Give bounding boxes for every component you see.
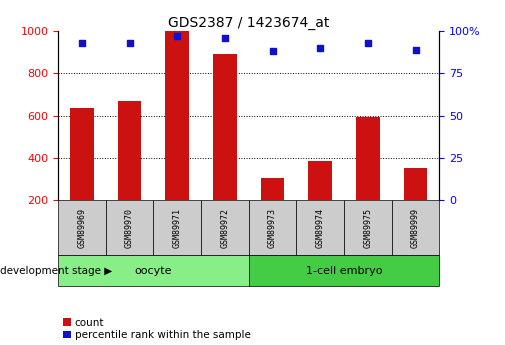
Text: GSM89970: GSM89970 — [125, 208, 134, 248]
Bar — [356, 117, 380, 200]
Point — [173, 33, 181, 39]
Point — [78, 40, 86, 46]
Text: GSM89971: GSM89971 — [173, 208, 182, 248]
Bar — [308, 161, 332, 200]
Bar — [70, 108, 94, 200]
Point — [316, 45, 324, 51]
Bar — [403, 168, 427, 200]
Text: GSM89972: GSM89972 — [220, 208, 229, 248]
Legend: count, percentile rank within the sample: count, percentile rank within the sample — [63, 318, 250, 340]
Text: GSM89975: GSM89975 — [364, 208, 372, 248]
Bar — [118, 101, 141, 200]
Text: GSM89969: GSM89969 — [77, 208, 86, 248]
Text: GSM89999: GSM89999 — [411, 208, 420, 248]
Text: GSM89973: GSM89973 — [268, 208, 277, 248]
Bar — [213, 54, 237, 200]
Title: GDS2387 / 1423674_at: GDS2387 / 1423674_at — [168, 16, 329, 30]
Text: GSM89974: GSM89974 — [316, 208, 325, 248]
Bar — [261, 178, 284, 200]
Point — [412, 47, 420, 52]
Bar — [165, 31, 189, 200]
Point — [126, 40, 134, 46]
Text: 1-cell embryo: 1-cell embryo — [306, 266, 382, 276]
Point — [269, 49, 277, 54]
Text: oocyte: oocyte — [135, 266, 172, 276]
Text: development stage ▶: development stage ▶ — [0, 266, 112, 276]
Point — [221, 35, 229, 41]
Point — [364, 40, 372, 46]
